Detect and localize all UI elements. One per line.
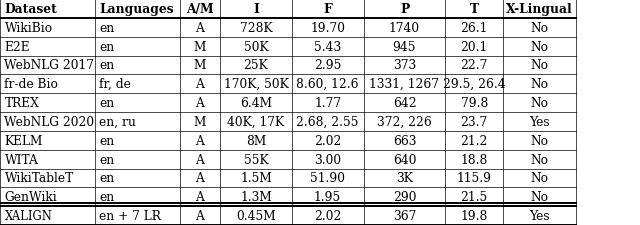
Text: 21.5: 21.5 <box>461 190 488 203</box>
Text: TREX: TREX <box>4 97 39 110</box>
Text: WITA: WITA <box>4 153 38 166</box>
Text: M: M <box>194 59 206 72</box>
Text: 50K: 50K <box>244 40 268 53</box>
Text: WikiTableT: WikiTableT <box>4 172 74 184</box>
Text: 372, 226: 372, 226 <box>377 115 432 128</box>
Text: 170K, 50K: 170K, 50K <box>223 78 289 91</box>
Text: A: A <box>196 134 204 147</box>
Text: en: en <box>99 97 115 110</box>
Text: A/M: A/M <box>186 3 214 16</box>
Text: 373: 373 <box>393 59 416 72</box>
Text: 21.2: 21.2 <box>461 134 488 147</box>
Text: M: M <box>194 115 206 128</box>
Text: A: A <box>196 172 204 184</box>
Text: 290: 290 <box>393 190 416 203</box>
Text: WikiBio: WikiBio <box>4 22 52 35</box>
Text: No: No <box>531 153 548 166</box>
Text: 19.70: 19.70 <box>310 22 345 35</box>
Text: 663: 663 <box>393 134 416 147</box>
Text: XALIGN: XALIGN <box>4 209 52 222</box>
Text: E2E: E2E <box>4 40 30 53</box>
Text: Yes: Yes <box>529 115 550 128</box>
Text: 1.95: 1.95 <box>314 190 341 203</box>
Text: GenWiki: GenWiki <box>4 190 57 203</box>
Text: No: No <box>531 97 548 110</box>
Text: No: No <box>531 172 548 184</box>
Text: No: No <box>531 59 548 72</box>
Text: F: F <box>323 3 332 16</box>
Text: 26.1: 26.1 <box>461 22 488 35</box>
Text: 55K: 55K <box>244 153 268 166</box>
Text: 40K, 17K: 40K, 17K <box>227 115 285 128</box>
Text: fr-de Bio: fr-de Bio <box>4 78 58 91</box>
Text: A: A <box>196 190 204 203</box>
Text: 5.43: 5.43 <box>314 40 341 53</box>
Text: 728K: 728K <box>240 22 272 35</box>
Text: 29.5, 26.4: 29.5, 26.4 <box>443 78 506 91</box>
Text: 3K: 3K <box>396 172 413 184</box>
Text: 20.1: 20.1 <box>461 40 488 53</box>
Text: Languages: Languages <box>99 3 174 16</box>
Text: en: en <box>99 22 115 35</box>
Text: M: M <box>194 40 206 53</box>
Text: 8.60, 12.6: 8.60, 12.6 <box>296 78 359 91</box>
Text: 1.3M: 1.3M <box>240 190 272 203</box>
Text: 6.4M: 6.4M <box>240 97 272 110</box>
Text: X-Lingual: X-Lingual <box>506 3 573 16</box>
Text: 79.8: 79.8 <box>461 97 488 110</box>
Text: 367: 367 <box>393 209 416 222</box>
Text: 642: 642 <box>393 97 416 110</box>
Text: en: en <box>99 59 115 72</box>
Text: en: en <box>99 190 115 203</box>
Text: I: I <box>253 3 259 16</box>
Text: KELM: KELM <box>4 134 43 147</box>
Text: Yes: Yes <box>529 209 550 222</box>
Text: No: No <box>531 190 548 203</box>
Text: A: A <box>196 97 204 110</box>
Text: en: en <box>99 172 115 184</box>
Text: en: en <box>99 40 115 53</box>
Text: 2.95: 2.95 <box>314 59 341 72</box>
Text: 945: 945 <box>393 40 416 53</box>
Text: No: No <box>531 40 548 53</box>
Text: A: A <box>196 209 204 222</box>
Text: fr, de: fr, de <box>99 78 131 91</box>
Text: en + 7 LR: en + 7 LR <box>99 209 161 222</box>
Text: 115.9: 115.9 <box>457 172 492 184</box>
Text: 19.8: 19.8 <box>461 209 488 222</box>
Text: A: A <box>196 78 204 91</box>
Text: en: en <box>99 134 115 147</box>
Text: WebNLG 2017: WebNLG 2017 <box>4 59 95 72</box>
Text: 1331, 1267: 1331, 1267 <box>369 78 440 91</box>
Text: No: No <box>531 22 548 35</box>
Text: No: No <box>531 134 548 147</box>
Text: 1740: 1740 <box>389 22 420 35</box>
Text: No: No <box>531 78 548 91</box>
Text: 640: 640 <box>393 153 416 166</box>
Text: en: en <box>99 153 115 166</box>
Text: T: T <box>470 3 479 16</box>
Text: 51.90: 51.90 <box>310 172 345 184</box>
Text: en, ru: en, ru <box>99 115 136 128</box>
Text: 22.7: 22.7 <box>461 59 488 72</box>
Text: 2.68, 2.55: 2.68, 2.55 <box>296 115 359 128</box>
Text: 3.00: 3.00 <box>314 153 341 166</box>
Text: Dataset: Dataset <box>4 3 58 16</box>
Text: 1.77: 1.77 <box>314 97 341 110</box>
Text: 23.7: 23.7 <box>461 115 488 128</box>
Text: P: P <box>400 3 409 16</box>
Text: WebNLG 2020: WebNLG 2020 <box>4 115 95 128</box>
Text: A: A <box>196 22 204 35</box>
Text: 2.02: 2.02 <box>314 209 341 222</box>
Text: A: A <box>196 153 204 166</box>
Text: 1.5M: 1.5M <box>240 172 272 184</box>
Text: 18.8: 18.8 <box>461 153 488 166</box>
Text: 8M: 8M <box>246 134 266 147</box>
Text: 0.45M: 0.45M <box>236 209 276 222</box>
Text: 2.02: 2.02 <box>314 134 341 147</box>
Text: 25K: 25K <box>244 59 268 72</box>
